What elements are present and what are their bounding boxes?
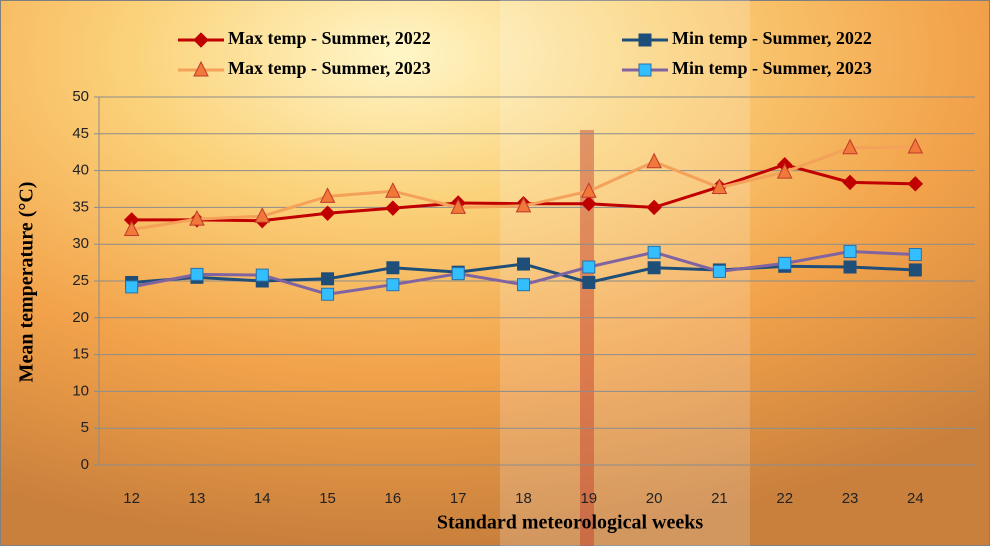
x-tick-label: 15 <box>319 490 336 507</box>
chart: Mean temperature (°C) Standard meteorolo… <box>0 0 990 546</box>
data-point <box>713 265 725 277</box>
x-tick-label: 14 <box>254 490 271 507</box>
y-tick-label: 40 <box>72 162 89 179</box>
x-tick-label: 21 <box>711 490 728 507</box>
data-point <box>452 268 464 280</box>
y-tick-label: 10 <box>72 382 89 399</box>
y-tick-label: 15 <box>72 346 89 363</box>
x-tick-label: 18 <box>515 490 532 507</box>
x-tick-label: 22 <box>776 490 793 507</box>
data-point <box>322 288 334 300</box>
data-point <box>518 258 530 270</box>
data-point <box>191 268 203 280</box>
legend-marker <box>639 34 651 46</box>
x-tick-label: 17 <box>450 490 467 507</box>
x-tick-label: 12 <box>123 490 140 507</box>
x-tick-label: 16 <box>385 490 402 507</box>
legend-label: Max temp - Summer, 2022 <box>228 28 431 48</box>
y-tick-label: 30 <box>72 235 89 252</box>
y-tick-label: 5 <box>81 419 89 436</box>
data-point <box>844 261 856 273</box>
data-point <box>779 257 791 269</box>
data-point <box>583 276 595 288</box>
legend-marker <box>639 64 651 76</box>
y-tick-label: 20 <box>72 309 89 326</box>
y-tick-label: 50 <box>72 88 89 105</box>
data-point <box>387 279 399 291</box>
data-point <box>909 249 921 261</box>
legend-label: Max temp - Summer, 2023 <box>228 58 431 78</box>
y-tick-label: 35 <box>72 198 89 215</box>
background <box>1 1 990 546</box>
data-point <box>126 281 138 293</box>
x-tick-label: 20 <box>646 490 663 507</box>
x-axis-title: Standard meteorological weeks <box>437 512 703 534</box>
legend-label: Min temp - Summer, 2022 <box>672 28 872 48</box>
x-tick-label: 24 <box>907 490 924 507</box>
y-tick-label: 0 <box>81 456 89 473</box>
data-point <box>322 273 334 285</box>
data-point <box>648 246 660 258</box>
data-point <box>387 262 399 274</box>
data-point <box>844 246 856 258</box>
y-axis-title: Mean temperature (°C) <box>16 182 38 383</box>
legend-label: Min temp - Summer, 2023 <box>672 58 872 78</box>
data-point <box>909 264 921 276</box>
data-point <box>256 269 268 281</box>
y-tick-label: 45 <box>72 125 89 142</box>
x-tick-label: 13 <box>189 490 206 507</box>
y-tick-label: 25 <box>72 272 89 289</box>
data-point <box>518 279 530 291</box>
data-point <box>583 261 595 273</box>
screenshot: Mean temperature (°C) Standard meteorolo… <box>0 0 990 546</box>
x-tick-label: 19 <box>580 490 597 507</box>
x-tick-label: 23 <box>842 490 859 507</box>
data-point <box>648 262 660 274</box>
